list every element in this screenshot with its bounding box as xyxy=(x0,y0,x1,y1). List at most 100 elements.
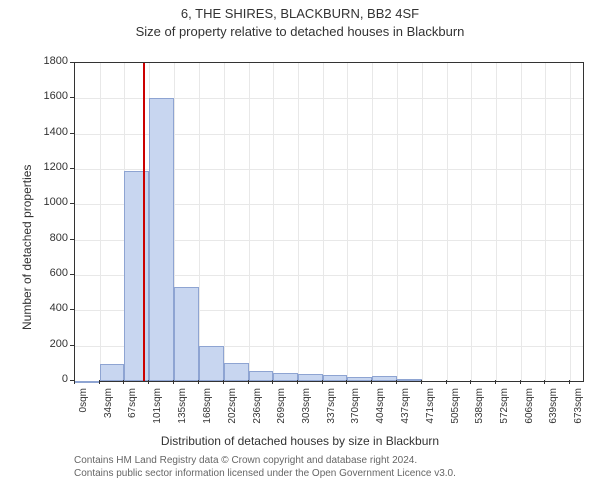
x-tick-mark xyxy=(148,380,149,384)
grid-vertical xyxy=(323,63,324,381)
y-tick-label: 1400 xyxy=(32,126,68,138)
x-tick-label: 639sqm xyxy=(548,388,559,432)
histogram-bar xyxy=(249,371,273,381)
x-tick-label: 236sqm xyxy=(252,388,263,432)
x-tick-mark xyxy=(520,380,521,384)
x-tick-label: 0sqm xyxy=(78,388,89,432)
grid-vertical xyxy=(298,63,299,381)
x-tick-mark xyxy=(470,380,471,384)
x-tick-label: 303sqm xyxy=(301,388,312,432)
histogram-bar xyxy=(224,363,249,381)
grid-vertical xyxy=(447,63,448,381)
x-tick-label: 404sqm xyxy=(375,388,386,432)
x-tick-label: 538sqm xyxy=(474,388,485,432)
histogram-bar xyxy=(397,379,422,381)
y-tick-mark xyxy=(70,168,74,169)
y-tick-mark xyxy=(70,345,74,346)
y-tick-mark xyxy=(70,62,74,63)
x-tick-label: 673sqm xyxy=(573,388,584,432)
histogram-bar xyxy=(347,377,372,381)
y-tick-mark xyxy=(70,274,74,275)
histogram-bar xyxy=(199,346,224,381)
x-tick-mark xyxy=(371,380,372,384)
y-tick-mark xyxy=(70,133,74,134)
grid-vertical xyxy=(273,63,274,381)
x-tick-label: 135sqm xyxy=(177,388,188,432)
grid-vertical xyxy=(397,63,398,381)
footer-line-2: Contains public sector information licen… xyxy=(74,467,456,480)
grid-vertical xyxy=(521,63,522,381)
x-tick-mark xyxy=(198,380,199,384)
x-tick-label: 606sqm xyxy=(524,388,535,432)
x-tick-label: 337sqm xyxy=(326,388,337,432)
x-tick-label: 505sqm xyxy=(450,388,461,432)
y-tick-label: 600 xyxy=(32,267,68,279)
x-tick-mark xyxy=(173,380,174,384)
x-tick-label: 101sqm xyxy=(152,388,163,432)
histogram-bar xyxy=(149,98,174,381)
y-tick-label: 800 xyxy=(32,232,68,244)
x-tick-mark xyxy=(248,380,249,384)
x-tick-mark xyxy=(495,380,496,384)
x-tick-mark xyxy=(421,380,422,384)
grid-vertical xyxy=(496,63,497,381)
x-tick-mark xyxy=(99,380,100,384)
x-tick-mark xyxy=(272,380,273,384)
x-tick-mark xyxy=(346,380,347,384)
x-tick-mark xyxy=(446,380,447,384)
y-tick-label: 400 xyxy=(32,302,68,314)
grid-vertical xyxy=(347,63,348,381)
y-tick-label: 1200 xyxy=(32,161,68,173)
x-tick-label: 471sqm xyxy=(425,388,436,432)
x-tick-label: 34sqm xyxy=(103,388,114,432)
grid-vertical xyxy=(545,63,546,381)
page-subtitle: Size of property relative to detached ho… xyxy=(0,24,600,39)
histogram-bar xyxy=(273,373,298,381)
y-tick-mark xyxy=(70,309,74,310)
y-tick-label: 1000 xyxy=(32,196,68,208)
x-tick-label: 269sqm xyxy=(276,388,287,432)
x-tick-mark xyxy=(569,380,570,384)
histogram-bar xyxy=(298,374,323,381)
x-tick-label: 67sqm xyxy=(127,388,138,432)
histogram-bar xyxy=(372,376,396,381)
y-tick-mark xyxy=(70,203,74,204)
grid-vertical xyxy=(372,63,373,381)
marker-line xyxy=(143,63,145,381)
x-tick-mark xyxy=(74,380,75,384)
histogram-bar xyxy=(124,171,149,381)
x-tick-mark xyxy=(123,380,124,384)
grid-vertical xyxy=(422,63,423,381)
grid-vertical xyxy=(100,63,101,381)
x-tick-mark xyxy=(544,380,545,384)
x-tick-label: 437sqm xyxy=(400,388,411,432)
x-tick-mark xyxy=(223,380,224,384)
y-tick-label: 1800 xyxy=(32,55,68,67)
histogram-plot xyxy=(74,62,584,382)
y-tick-label: 1600 xyxy=(32,90,68,102)
x-tick-label: 370sqm xyxy=(350,388,361,432)
y-tick-label: 200 xyxy=(32,338,68,350)
page-title: 6, THE SHIRES, BLACKBURN, BB2 4SF xyxy=(0,6,600,21)
x-tick-mark xyxy=(322,380,323,384)
x-axis-label: Distribution of detached houses by size … xyxy=(0,434,600,448)
x-tick-label: 202sqm xyxy=(227,388,238,432)
y-tick-mark xyxy=(70,97,74,98)
y-tick-label: 0 xyxy=(32,373,68,385)
y-tick-mark xyxy=(70,239,74,240)
x-tick-label: 168sqm xyxy=(202,388,213,432)
histogram-bar xyxy=(323,375,347,381)
x-tick-mark xyxy=(396,380,397,384)
grid-vertical xyxy=(249,63,250,381)
grid-vertical xyxy=(570,63,571,381)
histogram-bar xyxy=(174,287,198,381)
x-tick-label: 572sqm xyxy=(499,388,510,432)
grid-vertical xyxy=(471,63,472,381)
histogram-bar xyxy=(100,364,124,381)
grid-vertical xyxy=(199,63,200,381)
grid-vertical xyxy=(224,63,225,381)
footer-line-1: Contains HM Land Registry data © Crown c… xyxy=(74,454,456,467)
x-tick-mark xyxy=(297,380,298,384)
footer-text: Contains HM Land Registry data © Crown c… xyxy=(74,454,456,480)
histogram-bar xyxy=(75,381,100,383)
